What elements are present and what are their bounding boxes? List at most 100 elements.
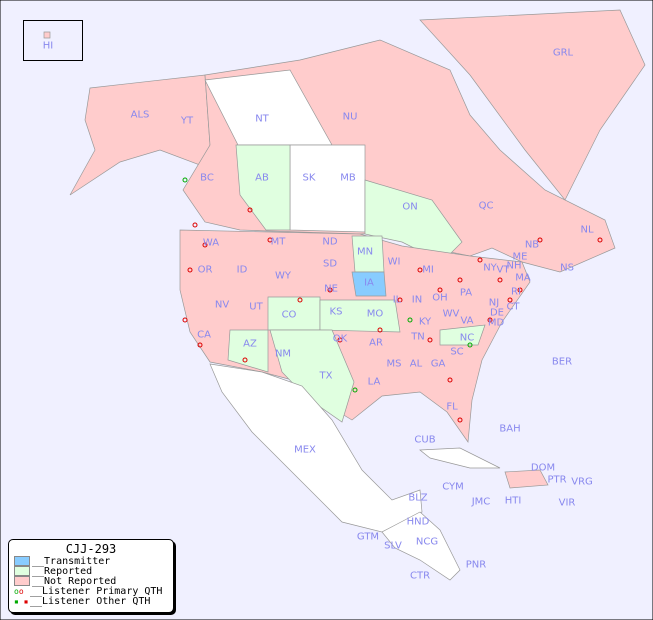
- legend-not-reported: __Not Reported: [9, 576, 173, 587]
- region-label-va: VA: [460, 315, 474, 327]
- saskatchewan-manitoba-region: [289, 144, 366, 233]
- listener-marker: [597, 237, 603, 243]
- listener-marker: [517, 287, 523, 293]
- region-label-pnr: PNR: [465, 559, 487, 571]
- listener-marker: [507, 297, 513, 303]
- region-label-al: AL: [409, 358, 423, 370]
- region-label-hti: HTI: [504, 495, 522, 507]
- region-label-ma: MA: [515, 272, 531, 284]
- circle-marker-icon: oo: [14, 586, 24, 596]
- listener-marker: [197, 342, 203, 348]
- listener-marker: [202, 242, 208, 248]
- listener-marker: [437, 287, 443, 293]
- transmitter-swatch: [14, 556, 30, 566]
- listener-marker: [247, 207, 253, 213]
- region-label-jmc: JMC: [471, 496, 491, 508]
- reported-swatch: [14, 566, 30, 576]
- region-label-nb: NB: [524, 239, 540, 251]
- listener-marker: [192, 222, 198, 228]
- square-marker-icon: ▪ ▪: [14, 596, 29, 606]
- region-label-sk: SK: [302, 172, 316, 184]
- listener-marker: [182, 317, 188, 323]
- listener-marker: [407, 317, 413, 323]
- listener-marker: [457, 277, 463, 283]
- region-label-hi: HI: [42, 40, 54, 52]
- listener-marker: [467, 342, 473, 348]
- region-label-wa: WA: [202, 237, 220, 249]
- region-label-ns: NS: [560, 262, 574, 274]
- region-label-slv: SLV: [384, 540, 402, 552]
- region-label-nh: NH: [506, 260, 522, 272]
- region-label-pa: PA: [459, 287, 473, 299]
- region-label-vt: VT: [496, 264, 510, 276]
- region-label-tn: TN: [411, 331, 425, 343]
- region-label-la: LA: [367, 376, 381, 388]
- region-label-in: IN: [411, 294, 423, 306]
- region-label-mex: MEX: [294, 444, 316, 456]
- iowa-region: [351, 271, 387, 297]
- region-label-sd: SD: [322, 258, 338, 270]
- listener-marker: [457, 417, 463, 423]
- region-label-hnd: HND: [406, 516, 430, 528]
- region-label-tx: TX: [319, 370, 333, 382]
- region-label-ga: GA: [430, 358, 446, 370]
- alberta-region: [235, 144, 291, 231]
- region-label-ky: KY: [418, 316, 432, 328]
- region-label-oh: OH: [432, 292, 448, 304]
- region-label-wv: WV: [442, 308, 460, 320]
- region-label-sc: SC: [450, 346, 464, 358]
- legend-primary-qth: oo __Listener Primary QTH: [14, 585, 163, 597]
- listener-marker: [267, 237, 273, 243]
- greenland-region: [419, 9, 646, 201]
- region-label-vrg: VRG: [571, 476, 593, 488]
- region-label-on: ON: [402, 201, 418, 213]
- region-label-nm: NM: [274, 348, 292, 360]
- listener-marker: [477, 257, 483, 263]
- listener-marker: [297, 297, 303, 303]
- region-label-il: IL: [392, 294, 402, 306]
- region-label-ne: NE: [324, 283, 338, 295]
- region-label-ok: OK: [332, 333, 348, 345]
- region-label-wy: WY: [275, 270, 291, 282]
- region-label-bah: BAH: [499, 423, 521, 435]
- region-label-grl: GRL: [552, 47, 574, 59]
- region-label-fl: FL: [446, 401, 458, 413]
- region-label-or: OR: [197, 264, 213, 276]
- region-label-gtm: GTM: [356, 531, 380, 543]
- region-label-mn: MN: [356, 246, 374, 258]
- not-reported-swatch: [14, 576, 30, 586]
- region-label-als: ALS: [130, 109, 150, 121]
- texas-region: [269, 329, 355, 423]
- listener-marker: [182, 177, 188, 183]
- region-label-co: CO: [281, 309, 297, 321]
- region-label-de: DE: [489, 307, 505, 319]
- hispaniola-region: [504, 469, 549, 489]
- region-label-mo: MO: [366, 308, 384, 320]
- region-label-ncg: NCG: [415, 536, 439, 548]
- region-label-ber: BER: [551, 356, 573, 368]
- listener-marker: [352, 387, 358, 393]
- region-label-az: AZ: [243, 338, 257, 350]
- region-label-ms: MS: [386, 358, 402, 370]
- region-label-yt: YT: [180, 115, 194, 127]
- north-carolina-region: [439, 324, 486, 346]
- region-label-nu: NU: [342, 111, 358, 123]
- region-label-mt: MT: [270, 236, 286, 248]
- legend-reported: __Reported: [9, 566, 173, 577]
- region-label-mi: MI: [422, 264, 434, 276]
- region-label-ab: AB: [255, 172, 269, 184]
- region-label-md: MD: [487, 317, 505, 329]
- hawaii-region: [43, 31, 51, 39]
- usa-region: [179, 229, 531, 443]
- region-label-wi: WI: [387, 256, 401, 268]
- region-label-nc: NC: [459, 332, 475, 344]
- region-label-ks: KS: [329, 306, 343, 318]
- region-label-id: ID: [236, 264, 248, 276]
- region-label-ny: NY: [483, 262, 497, 274]
- region-label-ptr: PTR: [547, 474, 567, 486]
- kansas-missouri-region: [319, 299, 401, 333]
- region-label-nj: NJ: [488, 297, 500, 309]
- region-label-ar: AR: [369, 337, 383, 349]
- listener-marker: [187, 267, 193, 273]
- region-label-nd: ND: [322, 236, 338, 248]
